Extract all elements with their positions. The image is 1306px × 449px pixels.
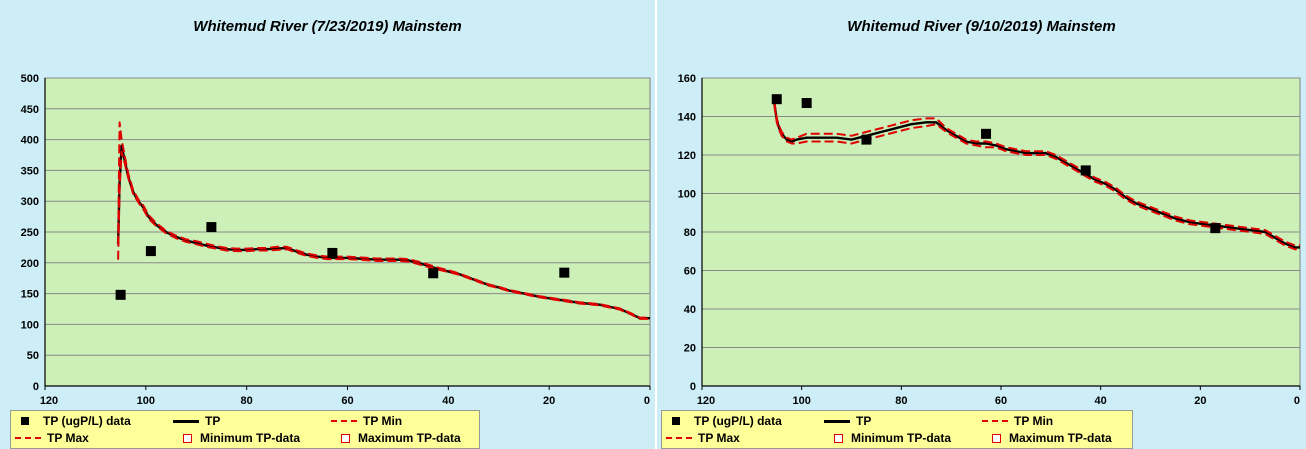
y-tick-label: 140: [678, 112, 696, 124]
legend-item-tp-max: TP Max: [15, 431, 89, 445]
x-tick-label: 20: [543, 395, 555, 407]
data-point-tp: [206, 222, 216, 232]
y-tick-label: 100: [678, 189, 696, 201]
legend-label: TP Min: [1014, 414, 1053, 428]
data-point-tp: [116, 290, 126, 300]
chart-panel-left: Whitemud River (7/23/2019) Mainstem 0 50 1…: [0, 0, 655, 449]
legend-swatch-open-square-red: [992, 434, 1001, 443]
y-tick-label: 100: [21, 319, 39, 331]
data-point-tp: [861, 135, 871, 145]
legend-item-max-tp-data: Maximum TP-data: [331, 431, 461, 445]
legend-swatch-dash-red: [666, 437, 692, 439]
y-tick-label: 350: [21, 165, 39, 177]
x-tick-label: 0: [644, 395, 650, 407]
data-point-tp: [146, 246, 156, 256]
x-tick-label: 60: [995, 395, 1007, 407]
legend-item-tp: TP: [173, 414, 220, 428]
x-tick-label: 120: [697, 395, 715, 407]
legend-swatch-line-black: [173, 420, 199, 423]
y-tick-label: 250: [21, 227, 39, 239]
legend-label: TP: [856, 414, 871, 428]
legend-item-tp: TP: [824, 414, 871, 428]
legend-label: Maximum TP-data: [358, 431, 461, 445]
y-tick-label: 50: [27, 350, 39, 362]
data-point-tp: [1210, 223, 1220, 233]
y-tick-label: 120: [678, 150, 696, 162]
y-tick-label: 0: [33, 381, 39, 393]
legend-item-min-tp-data: Minimum TP-data: [824, 431, 951, 445]
data-point-tp: [981, 129, 991, 139]
legend-item-tp-data: TP (ugP/L) data: [15, 414, 131, 428]
data-point-tp: [772, 94, 782, 104]
y-tick-label: 40: [684, 304, 696, 316]
legend-item-tp-min: TP Min: [982, 414, 1053, 428]
y-tick-label: 400: [21, 135, 39, 147]
x-tick-label: 120: [40, 395, 58, 407]
chart-svg-right: 0 20 40 60 80 100 120 140 160 120 100 80 60 40 20 0: [657, 0, 1306, 449]
legend-label: TP (ugP/L) data: [694, 414, 782, 428]
y-tick-label: 160: [678, 73, 696, 85]
x-tick-label: 0: [1294, 395, 1300, 407]
legend-item-tp-min: TP Min: [331, 414, 402, 428]
legend-label: Maximum TP-data: [1009, 431, 1112, 445]
legend-item-min-tp-data: Minimum TP-data: [173, 431, 300, 445]
legend-label: TP: [205, 414, 220, 428]
data-point-tp: [802, 98, 812, 108]
legend-item-max-tp-data: Maximum TP-data: [982, 431, 1112, 445]
x-tick-label: 20: [1194, 395, 1206, 407]
y-tick-label: 200: [21, 258, 39, 270]
legend-item-tp-max: TP Max: [666, 431, 740, 445]
data-point-tp: [1081, 165, 1091, 175]
legend: TP (ugP/L) data TP TP Min TP Max Minimum…: [661, 410, 1133, 449]
legend-label: TP Max: [698, 431, 740, 445]
legend-swatch-dash-red: [982, 420, 1008, 422]
legend-swatch-square-black: [21, 417, 29, 425]
data-point-tp: [327, 248, 337, 258]
legend-swatch-open-square-red: [834, 434, 843, 443]
legend-label: Minimum TP-data: [851, 431, 951, 445]
y-tick-label: 0: [690, 381, 696, 393]
x-tick-label: 100: [137, 395, 155, 407]
data-point-tp: [559, 268, 569, 278]
x-tick-label: 80: [241, 395, 253, 407]
legend-swatch-dash-red: [331, 420, 357, 422]
legend-swatch-dash-red: [15, 437, 41, 439]
chart-panel-right: Whitemud River (9/10/2019) Mainstem 0 20 4…: [657, 0, 1306, 449]
y-tick-label: 20: [684, 343, 696, 355]
legend-label: TP Max: [47, 431, 89, 445]
x-tick-label: 60: [341, 395, 353, 407]
legend-label: Minimum TP-data: [200, 431, 300, 445]
x-tick-label: 100: [792, 395, 810, 407]
legend-swatch-square-black: [672, 417, 680, 425]
x-tick-label: 40: [1095, 395, 1107, 407]
legend-swatch-open-square-red: [341, 434, 350, 443]
legend: TP (ugP/L) data TP TP Min TP Max Minimum…: [10, 410, 480, 449]
legend-label: TP Min: [363, 414, 402, 428]
y-tick-label: 500: [21, 73, 39, 85]
y-tick-label: 60: [684, 266, 696, 278]
data-point-tp: [428, 268, 438, 278]
legend-swatch-open-square-red: [183, 434, 192, 443]
y-tick-label: 450: [21, 104, 39, 116]
y-tick-label: 80: [684, 227, 696, 239]
legend-swatch-line-black: [824, 420, 850, 423]
x-tick-label: 80: [895, 395, 907, 407]
legend-item-tp-data: TP (ugP/L) data: [666, 414, 782, 428]
y-tick-label: 300: [21, 196, 39, 208]
y-tick-label: 150: [21, 289, 39, 301]
x-tick-label: 40: [442, 395, 454, 407]
legend-label: TP (ugP/L) data: [43, 414, 131, 428]
